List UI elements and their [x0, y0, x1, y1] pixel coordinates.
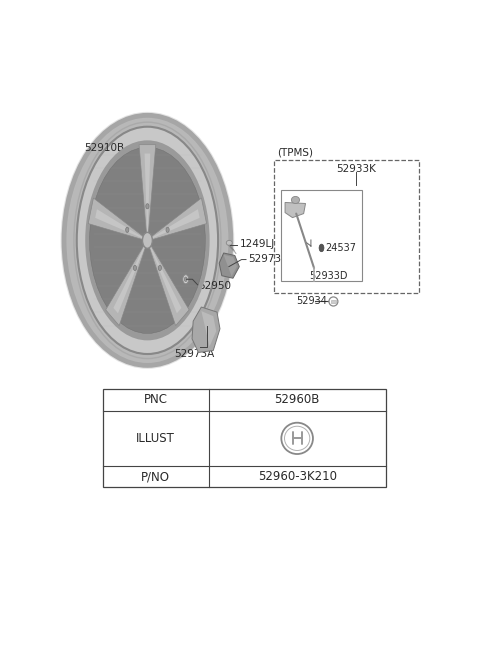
Ellipse shape: [291, 196, 300, 203]
Polygon shape: [148, 148, 200, 237]
Ellipse shape: [226, 240, 232, 245]
Polygon shape: [95, 209, 143, 238]
Polygon shape: [106, 244, 146, 325]
Polygon shape: [151, 224, 205, 308]
Polygon shape: [285, 203, 305, 218]
Polygon shape: [89, 224, 144, 308]
Text: 52960-3K210: 52960-3K210: [258, 470, 336, 483]
Bar: [281, 190, 362, 281]
Text: ILLUST: ILLUST: [136, 432, 175, 445]
Text: 52950: 52950: [198, 281, 231, 291]
Polygon shape: [150, 198, 206, 240]
Polygon shape: [224, 255, 237, 276]
Polygon shape: [202, 311, 216, 346]
Ellipse shape: [184, 277, 187, 281]
Polygon shape: [120, 247, 175, 333]
Ellipse shape: [133, 266, 136, 270]
Bar: [103, 390, 385, 487]
Text: 24537: 24537: [325, 243, 356, 253]
Ellipse shape: [77, 127, 218, 354]
Polygon shape: [150, 247, 181, 314]
Ellipse shape: [183, 275, 189, 284]
Bar: [274, 159, 419, 293]
Ellipse shape: [146, 204, 149, 209]
Ellipse shape: [64, 115, 231, 365]
Text: P/NO: P/NO: [141, 470, 170, 483]
Ellipse shape: [123, 136, 165, 345]
Polygon shape: [113, 247, 144, 314]
Ellipse shape: [319, 244, 324, 252]
Ellipse shape: [85, 140, 210, 340]
Ellipse shape: [166, 227, 169, 232]
Text: 52973: 52973: [248, 254, 281, 264]
Ellipse shape: [77, 127, 218, 354]
Polygon shape: [96, 148, 147, 237]
Text: (TPMS): (TPMS): [277, 147, 313, 157]
Polygon shape: [152, 209, 200, 238]
Ellipse shape: [126, 227, 129, 232]
Text: 52910B: 52910B: [84, 144, 125, 154]
Polygon shape: [219, 253, 240, 278]
Polygon shape: [139, 145, 156, 235]
Text: 1249LJ: 1249LJ: [240, 239, 275, 249]
Ellipse shape: [158, 266, 161, 270]
Polygon shape: [144, 154, 150, 232]
Text: 52933D: 52933D: [310, 271, 348, 281]
Polygon shape: [192, 307, 220, 352]
Text: 52934: 52934: [296, 297, 327, 306]
Bar: [331, 300, 336, 303]
Polygon shape: [88, 198, 144, 240]
Text: 52960B: 52960B: [275, 394, 320, 407]
Polygon shape: [149, 244, 189, 325]
Text: 52973A: 52973A: [174, 349, 214, 359]
Text: PNC: PNC: [144, 394, 168, 407]
Ellipse shape: [143, 232, 152, 249]
Text: 52933K: 52933K: [336, 163, 376, 174]
